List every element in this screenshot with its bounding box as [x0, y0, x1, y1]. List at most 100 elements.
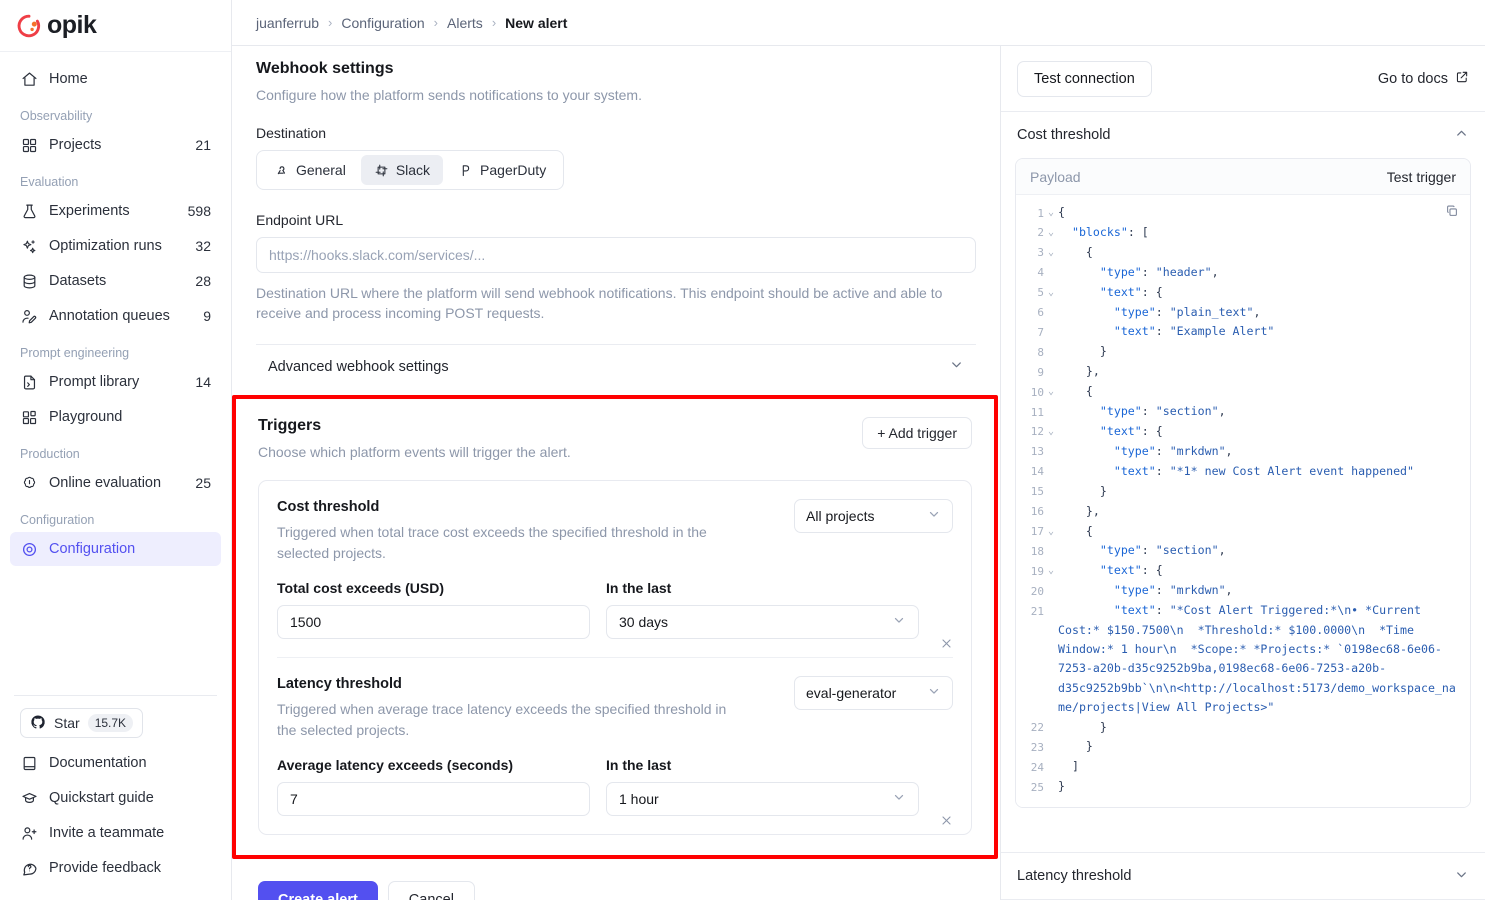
- sidebar-item-label: Prompt library: [49, 374, 140, 390]
- code-fold-toggle-icon[interactable]: ⌄: [1047, 207, 1055, 218]
- code-line-text: "type": "plain_text",: [1113, 304, 1261, 319]
- breadcrumb-separator-icon: ›: [433, 15, 439, 30]
- code-fold-toggle-icon[interactable]: ⌄: [1047, 246, 1055, 258]
- code-line: 7 "text": "Example Alert": [1016, 322, 1470, 342]
- sidebar-item-documentation[interactable]: Documentation: [10, 746, 221, 780]
- code-line-number: 14: [1030, 465, 1044, 479]
- code-fold-toggle-icon[interactable]: ⌄: [1047, 425, 1055, 437]
- trigger-row-top: Latency threshold Triggered when average…: [277, 675, 953, 741]
- remove-trigger-button[interactable]: [935, 633, 957, 655]
- sidebar-item-invite-teammate[interactable]: Invite a teammate: [10, 816, 221, 850]
- sidebar-item-count: 21: [195, 137, 211, 153]
- code-line-number: 9: [1037, 365, 1044, 379]
- sidebar-item-label: Quickstart guide: [49, 790, 154, 806]
- breadcrumb-alerts[interactable]: Alerts: [447, 14, 483, 31]
- sidebar-item-prompt-library[interactable]: Prompt library 14: [10, 365, 221, 399]
- remove-trigger-button[interactable]: [935, 810, 957, 832]
- destination-tab-pagerduty[interactable]: PagerDuty: [445, 155, 559, 185]
- grid-icon: [20, 136, 38, 154]
- sidebar-item-online-evaluation[interactable]: Online evaluation 25: [10, 466, 221, 500]
- code-fold-toggle-icon[interactable]: ⌄: [1047, 226, 1055, 238]
- file-code-icon: [20, 373, 38, 391]
- sidebar-item-playground[interactable]: Playground: [10, 400, 221, 434]
- sidebar-item-datasets[interactable]: Datasets 28: [10, 264, 221, 298]
- trigger-scope-select[interactable]: All projects: [794, 498, 953, 533]
- code-fold-toggle-icon[interactable]: ⌄: [1047, 525, 1055, 537]
- code-line: 21 "text": "*Cost Alert Triggered:*\n• *…: [1016, 601, 1470, 717]
- trigger-window-select[interactable]: 1 hour: [606, 781, 919, 816]
- github-star-button[interactable]: Star 15.7K: [20, 708, 144, 738]
- triggers-subtitle: Choose which platform events will trigge…: [258, 443, 571, 460]
- code-line: 1 ⌄{: [1016, 203, 1470, 223]
- trigger-description: Triggered when total trace cost exceeds …: [277, 523, 707, 561]
- sidebar-item-home[interactable]: Home: [10, 62, 221, 96]
- code-line-text: },: [1058, 364, 1100, 379]
- sidebar-item-annotation-queues[interactable]: Annotation queues 9: [10, 299, 221, 333]
- trigger-scope-select[interactable]: eval-generator: [794, 675, 953, 710]
- code-fold-toggle-icon[interactable]: ⌄: [1047, 286, 1055, 298]
- code-fold-toggle-icon[interactable]: ⌄: [1047, 565, 1055, 577]
- code-line-number: 8: [1037, 345, 1044, 359]
- trigger-window-value: 30 days: [619, 613, 669, 630]
- code-line: 11 "type": "section",: [1016, 402, 1470, 422]
- sidebar-item-label: Documentation: [49, 755, 147, 771]
- slack-icon: [374, 163, 389, 178]
- code-line-number: 5: [1037, 286, 1044, 300]
- trigger-amount-input[interactable]: [277, 604, 590, 639]
- preview-section-latency-wrap: Latency threshold: [1001, 852, 1485, 900]
- code-line-number: 2: [1037, 226, 1044, 240]
- code-line-number: 12: [1030, 425, 1044, 439]
- topbar: juanferrub › Configuration › Alerts › Ne…: [232, 0, 1485, 46]
- code-line: 2 ⌄ "blocks": [: [1016, 223, 1470, 243]
- breadcrumb-configuration[interactable]: Configuration: [341, 14, 425, 31]
- go-to-docs-link[interactable]: Go to docs: [1378, 70, 1469, 88]
- sidebar-item-optimization-runs[interactable]: Optimization runs 32: [10, 229, 221, 263]
- sidebar-item-label: Invite a teammate: [49, 825, 165, 841]
- sidebar-item-projects[interactable]: Projects 21: [10, 128, 221, 162]
- preview-section-cost-threshold[interactable]: Cost threshold: [1001, 112, 1485, 158]
- breadcrumb-workspace[interactable]: juanferrub: [256, 14, 320, 31]
- code-line-text: ]: [1058, 759, 1079, 774]
- code-fold-toggle-icon[interactable]: ⌄: [1047, 386, 1055, 398]
- sidebar-item-quickstart-guide[interactable]: Quickstart guide: [10, 781, 221, 815]
- destination-tab-general[interactable]: General: [261, 155, 359, 185]
- trigger-text-column: Latency threshold Triggered when average…: [277, 676, 778, 741]
- payload-code-editor[interactable]: 1 ⌄{2 ⌄ "blocks": [3 ⌄ {4 "type": "header",…: [1016, 195, 1470, 808]
- sidebar-item-provide-feedback[interactable]: Provide feedback: [10, 851, 221, 885]
- add-trigger-button[interactable]: + Add trigger: [862, 416, 972, 449]
- code-line-number: 13: [1030, 445, 1044, 459]
- sidebar-item-configuration[interactable]: Configuration: [10, 532, 221, 566]
- sidebar-nav: Home Observability Projects 21 Evaluatio…: [0, 52, 231, 683]
- star-count-badge: 15.7K: [87, 714, 134, 732]
- sidebar-group-production: Production: [20, 447, 80, 461]
- destination-tab-slack[interactable]: Slack: [360, 155, 444, 185]
- app-logo[interactable]: opik: [0, 0, 231, 52]
- sidebar-item-label: Online evaluation: [49, 475, 162, 491]
- message-question-icon: [20, 859, 38, 877]
- chevron-down-icon: [892, 613, 906, 630]
- form-footer: Create alert Cancel: [232, 880, 1000, 900]
- test-trigger-button[interactable]: Test trigger: [1386, 168, 1456, 185]
- code-line-number: 16: [1030, 505, 1044, 519]
- endpoint-url-input[interactable]: [256, 237, 976, 273]
- sidebar-item-label: Home: [49, 71, 88, 87]
- cancel-button[interactable]: Cancel: [387, 880, 475, 900]
- form-divider: [256, 343, 976, 345]
- code-line-text: "text": {: [1099, 284, 1163, 299]
- code-line-text: "text": "Example Alert": [1113, 324, 1275, 339]
- code-line-text: "text": "*1* new Cost Alert event happen…: [1113, 463, 1415, 478]
- copy-icon[interactable]: [1445, 204, 1459, 224]
- advanced-webhook-settings-accordion[interactable]: Advanced webhook settings: [256, 345, 976, 389]
- trigger-amount-input[interactable]: [277, 781, 590, 816]
- code-line: 13 "type": "mrkdwn",: [1016, 442, 1470, 462]
- trigger-window-select[interactable]: 30 days: [606, 604, 919, 639]
- create-alert-button[interactable]: Create alert: [258, 880, 378, 900]
- sidebar-item-count: 28: [195, 273, 211, 289]
- preview-section-latency-threshold[interactable]: Latency threshold: [1001, 853, 1485, 899]
- sidebar-item-experiments[interactable]: Experiments 598: [10, 194, 221, 228]
- sidebar-item-count: 9: [203, 308, 211, 324]
- code-line-text: }: [1058, 483, 1107, 498]
- main-area: juanferrub › Configuration › Alerts › Ne…: [232, 0, 1485, 900]
- test-connection-button[interactable]: Test connection: [1017, 60, 1152, 97]
- trigger-fields: Average latency exceeds (seconds) In the…: [277, 757, 953, 816]
